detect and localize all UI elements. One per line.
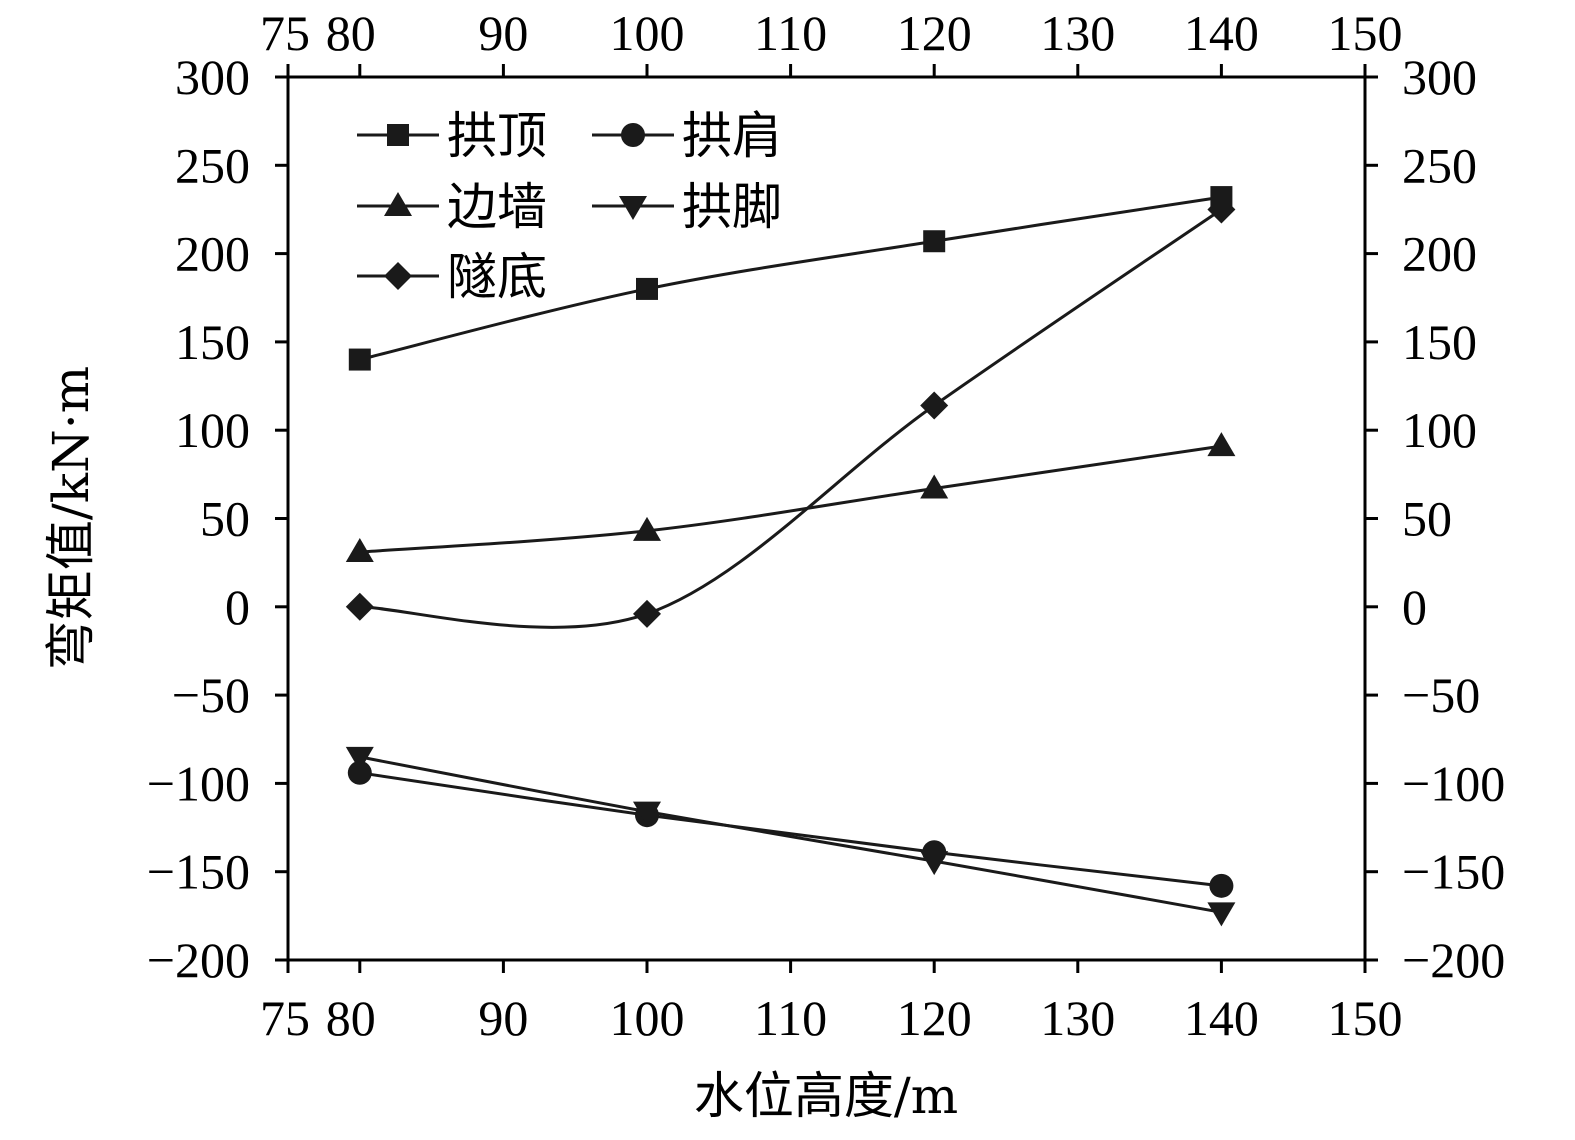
y-tick-label-right: 0 — [1402, 579, 1427, 635]
data-point-2 — [345, 538, 374, 563]
y-tick-label-right: −150 — [1402, 844, 1505, 900]
x-tick-label: 120 — [897, 990, 972, 1046]
y-tick-label: −50 — [172, 667, 250, 723]
data-point-4 — [345, 592, 374, 621]
series-lines — [359, 195, 1223, 914]
y-tick-labels-right: 300 250 200 150 100 50 0 −50 −100 −150 −200 — [1402, 49, 1505, 988]
y-tick-label-right: 300 — [1402, 49, 1477, 105]
data-point-3 — [920, 851, 949, 876]
x-tick-label-top: 150 — [1328, 5, 1403, 61]
series-markers — [345, 186, 1236, 927]
ticks — [275, 64, 1378, 973]
x-tick-label: 75 — [260, 990, 310, 1046]
x-tick-label: 100 — [610, 990, 685, 1046]
data-point-0 — [636, 277, 658, 300]
data-point-3 — [633, 801, 661, 826]
legend-marker — [384, 192, 412, 216]
data-point-4 — [1207, 195, 1236, 224]
x-tick-label: 80 — [326, 990, 376, 1046]
series-line-1 — [359, 771, 1222, 888]
series-line-4 — [359, 208, 1223, 629]
legend-label: 拱肩 — [682, 107, 782, 165]
x-tick-label-top: 140 — [1184, 5, 1259, 61]
y-tick-label: 50 — [200, 491, 250, 547]
x-tick-label: 90 — [478, 990, 528, 1046]
y-tick-labels-left: 300 250 200 150 100 50 0 −50 −100 −150 −200 — [147, 49, 250, 988]
x-tick-labels-bottom: 75 80 90 100 110 120 130 140 150 — [260, 990, 1403, 1046]
legend-label: 拱脚 — [682, 178, 782, 236]
data-point-1 — [347, 760, 372, 785]
y-tick-label: 250 — [175, 137, 250, 193]
x-tick-label: 150 — [1328, 990, 1403, 1046]
y-tick-label: 300 — [175, 49, 250, 105]
legend-marker — [619, 196, 647, 220]
legend-label: 边墙 — [447, 178, 547, 236]
x-tick-label: 140 — [1184, 990, 1259, 1046]
legend-label: 隧底 — [447, 248, 547, 306]
data-point-4 — [633, 599, 661, 628]
x-tick-label-top: 80 — [326, 5, 376, 61]
y-tick-label-right: 100 — [1402, 402, 1477, 458]
legend-label: 拱顶 — [447, 107, 547, 165]
x-tick-label: 130 — [1040, 990, 1115, 1046]
x-axis-label: 水位高度/m — [694, 1067, 958, 1125]
y-tick-label: 150 — [175, 314, 250, 370]
y-tick-label: 200 — [175, 226, 250, 282]
x-tick-labels-top: 75 80 90 100 110 120 130 140 150 — [260, 5, 1403, 61]
y-tick-label-right: 50 — [1402, 491, 1452, 547]
y-tick-label-right: 200 — [1402, 226, 1477, 282]
x-tick-label-top: 100 — [610, 5, 685, 61]
y-axis-label: 弯矩值/kN·m — [42, 366, 100, 670]
y-tick-label: −200 — [147, 932, 250, 988]
y-tick-label-right: 150 — [1402, 314, 1477, 370]
legend-marker — [387, 124, 409, 146]
data-point-2 — [920, 474, 949, 499]
data-point-3 — [1207, 902, 1236, 927]
y-tick-label: 0 — [225, 579, 250, 635]
data-point-0 — [348, 348, 371, 371]
data-point-1 — [1209, 873, 1234, 898]
y-tick-label: −100 — [147, 755, 250, 811]
y-tick-label-right: 250 — [1402, 137, 1477, 193]
x-tick-label-top: 130 — [1040, 5, 1115, 61]
x-tick-label-top: 120 — [897, 5, 972, 61]
data-point-4 — [920, 391, 949, 420]
y-tick-label-right: −50 — [1402, 667, 1480, 723]
series-line-2 — [359, 444, 1222, 554]
data-point-2 — [1207, 432, 1236, 457]
data-point-2 — [633, 516, 661, 541]
legend-marker — [384, 262, 412, 290]
x-tick-label-top: 110 — [754, 5, 827, 61]
y-tick-label-right: −200 — [1402, 932, 1505, 988]
series-line-0 — [359, 195, 1222, 362]
x-tick-label-top: 90 — [478, 5, 528, 61]
data-point-0 — [923, 230, 946, 253]
legend-marker — [621, 123, 645, 147]
series-line-3 — [359, 755, 1222, 914]
y-tick-label: −150 — [147, 844, 250, 900]
y-tick-label: 100 — [175, 402, 250, 458]
y-tick-label-right: −100 — [1402, 755, 1505, 811]
data-point-3 — [345, 746, 374, 771]
x-tick-label-top: 75 — [260, 5, 310, 61]
x-tick-label: 110 — [754, 990, 827, 1046]
